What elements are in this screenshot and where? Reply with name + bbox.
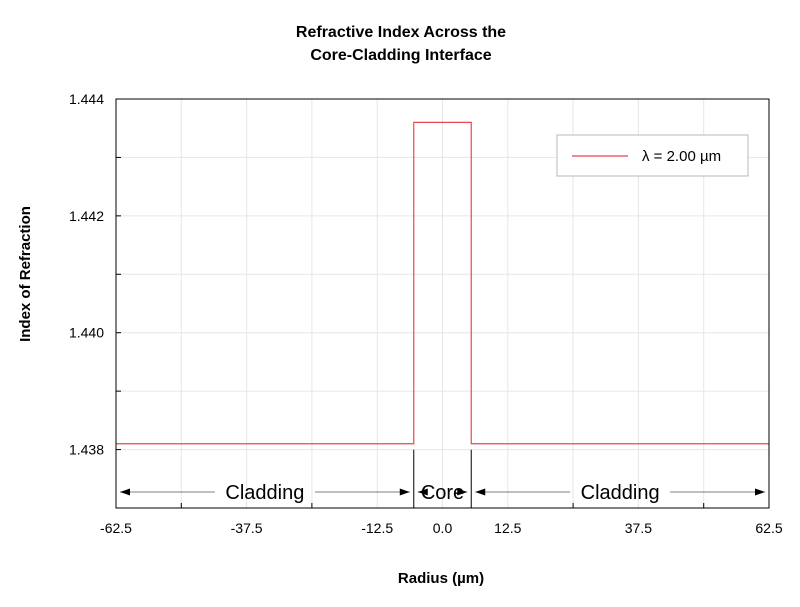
- y-tick-label: 1.438: [69, 442, 104, 458]
- x-tick-label: -37.5: [231, 520, 263, 536]
- y-tick-label: 1.444: [69, 91, 104, 107]
- chart-subtitle: Core-Cladding Interface: [310, 47, 491, 64]
- y-tick-label: 1.442: [69, 208, 104, 224]
- legend-series-label: λ = 2.00 µm: [642, 148, 721, 165]
- y-axis-label: Index of Refraction: [17, 206, 34, 342]
- chart-title: Refractive Index Across the: [296, 24, 506, 41]
- core-arrowhead-left: [417, 488, 428, 496]
- left-cladding-arrowhead-right: [399, 488, 410, 496]
- core-label: Core: [421, 482, 464, 504]
- x-tick-label: 37.5: [625, 520, 652, 536]
- x-axis-label: Radius (µm): [398, 570, 484, 587]
- tick-labels: -62.5 -37.5 -12.5 0.0 12.5 37.5 62.5 1.438 1.440…: [69, 91, 783, 536]
- x-tick-label: 62.5: [755, 520, 782, 536]
- legend: λ = 2.00 µm: [556, 134, 749, 177]
- plot-frame: [115, 98, 770, 509]
- y-tick-label: 1.440: [69, 325, 104, 341]
- right-cladding-label: Cladding: [581, 482, 660, 504]
- x-tick-label: 0.0: [433, 520, 453, 536]
- left-cladding-arrowhead-left: [120, 488, 130, 496]
- series-layer: [116, 121, 769, 445]
- right-cladding-arrowhead-right: [755, 488, 765, 496]
- region-annotations: Cladding Core Cladding: [120, 449, 765, 508]
- core-arrowhead-right: [457, 488, 468, 496]
- left-cladding-label: Cladding: [225, 482, 304, 504]
- series-line: [116, 121, 769, 445]
- x-tick-label: -12.5: [361, 520, 393, 536]
- x-tick-label: 12.5: [494, 520, 521, 536]
- grid: [116, 99, 769, 508]
- right-cladding-arrowhead-left: [475, 488, 486, 496]
- x-tick-label: -62.5: [100, 520, 132, 536]
